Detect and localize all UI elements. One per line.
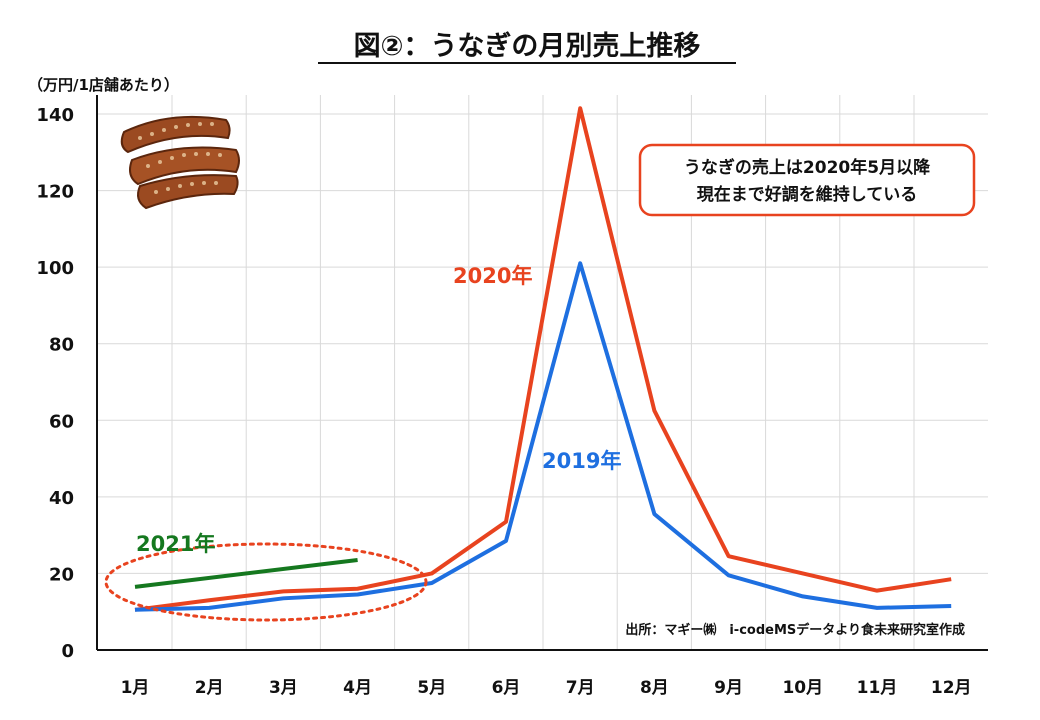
y-tick-label: 120: [36, 182, 74, 203]
x-tick-label: 11月: [857, 678, 898, 698]
y-tick-label: 100: [36, 258, 74, 279]
y-tick-label: 40: [49, 488, 74, 509]
annotation-line-2: 現在まで好調を維持している: [697, 184, 918, 205]
source-note: 出所：マギー㈱ i-codeMSデータより食未来研究室作成: [625, 622, 965, 638]
x-tick-label: 9月: [714, 678, 743, 698]
x-tick-label: 2月: [195, 678, 224, 698]
y-tick-label: 0: [61, 641, 74, 662]
x-tick-label: 4月: [343, 678, 372, 698]
x-tick-label: 1月: [121, 678, 150, 698]
x-tick-label: 5月: [417, 678, 446, 698]
x-axis-ticks: 1月 2月 3月 4月 5月 6月 7月 8月 9月 10月 11月 12月: [121, 678, 972, 698]
y-tick-label: 140: [36, 105, 74, 126]
annotation-line-1: うなぎの売上は2020年5月以降: [684, 157, 931, 178]
x-tick-label: 8月: [640, 678, 669, 698]
x-tick-label: 3月: [269, 678, 298, 698]
chart-title: 図②：うなぎの月別売上推移: [354, 31, 701, 62]
x-tick-label: 12月: [931, 678, 972, 698]
y-tick-label: 20: [49, 564, 74, 585]
y-axis-ticks: 0 20 40 60 80 100 120 140: [36, 105, 74, 662]
x-tick-label: 6月: [492, 678, 521, 698]
y-tick-label: 60: [49, 411, 74, 432]
series-label-2019: 2019年: [542, 449, 621, 473]
series-line-2019: [134, 261, 952, 612]
series-line-2020: [134, 106, 952, 612]
series-label-2020: 2020年: [453, 264, 532, 288]
y-axis-unit-label: （万円/1店舗あたり）: [28, 76, 179, 94]
series-line-2021: [134, 558, 358, 589]
annotation-box: うなぎの売上は2020年5月以降 現在まで好調を維持している: [638, 143, 976, 217]
highlight-circle: [104, 542, 428, 622]
series-label-2021: 2021年: [136, 532, 215, 556]
x-tick-label: 10月: [782, 678, 823, 698]
x-tick-label: 7月: [566, 678, 595, 698]
y-tick-label: 80: [49, 335, 74, 356]
grilled-eel-icon: [120, 115, 240, 210]
grid: [97, 95, 988, 650]
